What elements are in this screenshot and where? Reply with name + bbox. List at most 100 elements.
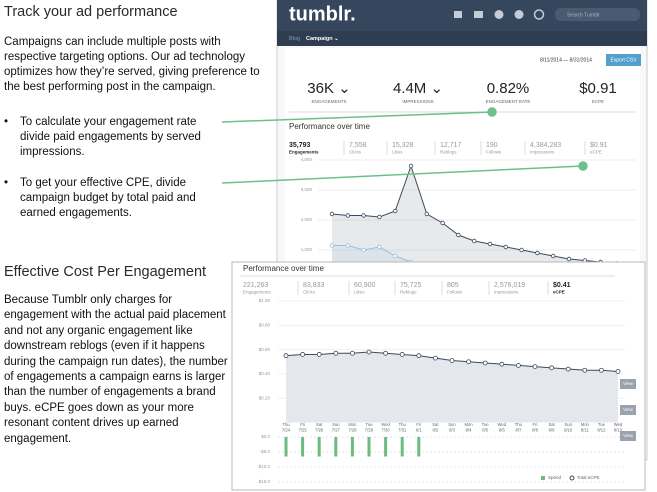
x-tick-label: 8/11 bbox=[581, 428, 590, 433]
metric-value: 0.82% bbox=[487, 80, 530, 97]
stat-label: Engagements bbox=[243, 290, 272, 295]
y-tick-label: 1,000 bbox=[301, 247, 313, 252]
point bbox=[399, 352, 405, 357]
stat-value: 35,793 bbox=[289, 142, 311, 149]
search-box[interactable] bbox=[555, 8, 640, 21]
stat-value: 190 bbox=[486, 142, 498, 149]
bar bbox=[400, 437, 404, 457]
y-tick-label: $0.20 bbox=[259, 395, 271, 400]
x-tick-weekday: Sun bbox=[448, 422, 456, 427]
area bbox=[332, 166, 633, 280]
point bbox=[551, 253, 556, 259]
x-tick-weekday: Fri bbox=[416, 422, 421, 427]
point bbox=[487, 241, 493, 247]
heading: Effective Cost Per Engagement bbox=[4, 264, 207, 280]
point bbox=[565, 366, 571, 372]
stat-label: Clicks bbox=[303, 290, 316, 295]
date-range: 8/11/2014 — 8/31/2014 bbox=[540, 57, 592, 63]
point bbox=[472, 238, 477, 244]
point bbox=[316, 352, 322, 357]
view-button[interactable] bbox=[620, 431, 636, 441]
point bbox=[377, 214, 382, 220]
bar bbox=[301, 437, 305, 457]
y2-tick-label: -$5.0 bbox=[260, 449, 271, 454]
y-tick-label: 3,000 bbox=[301, 187, 313, 192]
stat-value: $0.41 bbox=[553, 282, 571, 289]
x-tick-label: 7/25 bbox=[299, 428, 308, 433]
point bbox=[383, 350, 389, 356]
point bbox=[516, 362, 521, 368]
export-button[interactable] bbox=[606, 54, 641, 66]
line-series bbox=[331, 164, 633, 266]
x-tick-label: 8/8 bbox=[532, 428, 538, 433]
point bbox=[482, 360, 488, 366]
stat-label: Reblogs bbox=[440, 150, 457, 155]
y-tick-label: 4,000 bbox=[301, 157, 313, 162]
y2-tick-label: $0.0 bbox=[261, 434, 270, 439]
point bbox=[416, 353, 422, 359]
stat-value: 12,717 bbox=[440, 142, 462, 149]
stat-value: 15,328 bbox=[392, 142, 414, 149]
bar bbox=[350, 437, 354, 457]
point bbox=[393, 253, 398, 259]
point bbox=[615, 369, 621, 374]
point bbox=[283, 353, 289, 359]
metric-label: ENGAGEMENT RATE bbox=[486, 99, 531, 104]
point bbox=[582, 367, 588, 373]
view-label: View bbox=[623, 381, 633, 386]
x-tick-label: 7/27 bbox=[332, 428, 341, 433]
point bbox=[599, 367, 604, 373]
stat-label: Clicks bbox=[349, 150, 362, 155]
connectors bbox=[221, 107, 588, 184]
y-tick-label: $0.40 bbox=[259, 371, 271, 376]
x-tick-weekday: Wed bbox=[498, 422, 507, 427]
stat-value: 60,900 bbox=[354, 282, 376, 289]
x-tick-label: 7/29 bbox=[365, 428, 374, 433]
nav-campaign[interactable]: Campaign ⌄ bbox=[306, 36, 339, 42]
x-tick-weekday: Mon bbox=[465, 422, 474, 427]
y2-tick-label: -$10.0 bbox=[257, 464, 270, 469]
point bbox=[300, 352, 306, 357]
point bbox=[449, 358, 455, 363]
x-tick-weekday: Fri bbox=[300, 422, 305, 427]
point bbox=[566, 256, 572, 262]
point bbox=[377, 244, 382, 250]
y-tick-label: 2,000 bbox=[301, 217, 313, 222]
x-tick-label: 7/24 bbox=[282, 428, 291, 433]
metric-label: ECPE bbox=[592, 99, 604, 104]
area bbox=[286, 352, 618, 423]
point bbox=[499, 361, 505, 367]
nav-blog[interactable]: Blog bbox=[289, 36, 300, 42]
x-tick-weekday: Tue bbox=[598, 422, 606, 427]
legend-label: Spend bbox=[548, 475, 562, 480]
bar bbox=[367, 437, 371, 457]
x-tick-label: 7/26 bbox=[315, 428, 324, 433]
body-text: Because Tumblr only charges for engageme… bbox=[4, 294, 228, 445]
point bbox=[456, 232, 461, 238]
logo: tumblr. bbox=[289, 3, 356, 25]
view-button[interactable] bbox=[620, 405, 636, 415]
x-tick-weekday: Thu bbox=[282, 422, 290, 427]
x-tick-label: 7/31 bbox=[398, 428, 407, 433]
x-tick-weekday: Mon bbox=[581, 422, 590, 427]
point bbox=[440, 220, 445, 226]
bar bbox=[417, 437, 421, 457]
legend-label: Total eCPE bbox=[577, 475, 600, 480]
legend-swatch bbox=[541, 476, 545, 480]
sub-bar bbox=[277, 31, 647, 46]
view-button[interactable] bbox=[620, 379, 636, 389]
x-tick-weekday: Wed bbox=[381, 422, 390, 427]
x-tick-weekday: Sat bbox=[548, 422, 555, 427]
point bbox=[519, 247, 524, 253]
point bbox=[432, 355, 438, 361]
y2-tick-label: -$15.0 bbox=[257, 479, 270, 484]
stat-value: 83,833 bbox=[303, 282, 325, 289]
point bbox=[345, 243, 350, 248]
metric-label: ENGAGEMENTS bbox=[311, 99, 346, 104]
bullet: To get your effective CPE, divide campai… bbox=[0, 176, 218, 221]
stat-label: Impressions bbox=[530, 150, 555, 155]
point bbox=[333, 350, 339, 356]
y-tick-label: $0.60 bbox=[259, 347, 271, 352]
x-tick-weekday: Tue bbox=[482, 422, 490, 427]
